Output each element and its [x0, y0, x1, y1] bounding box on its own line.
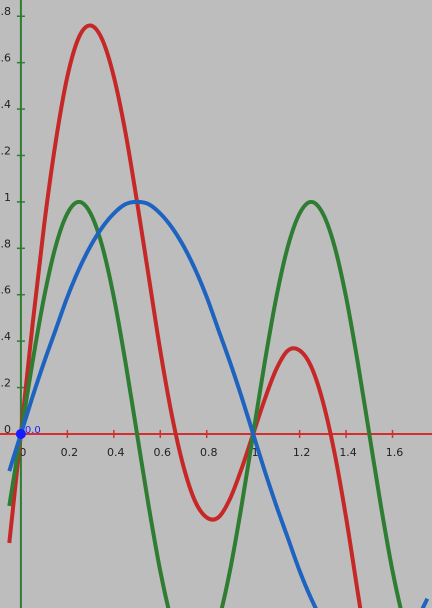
- point: [15, 428, 26, 439]
- x-tick-label: 1.4: [339, 446, 357, 459]
- y-tick-label: .8: [1, 5, 12, 18]
- curve: [7, 199, 430, 608]
- x-tick-label: 1.6: [386, 446, 404, 459]
- x-tick-label: 0.2: [61, 446, 79, 459]
- curve: [7, 23, 363, 608]
- x-tick-label: 1.2: [293, 446, 311, 459]
- y-tick-label: .4: [1, 330, 12, 343]
- y-tick-label: .6: [1, 52, 12, 65]
- x-tick-label: 0: [19, 446, 26, 459]
- x-tick-label: 0.6: [154, 446, 172, 459]
- y-tick-label: .2: [1, 377, 12, 390]
- curve: [7, 199, 403, 608]
- y-tick-label: 1: [4, 191, 11, 204]
- point-label: 0.0: [25, 425, 41, 436]
- y-tick-label: 0: [4, 423, 11, 436]
- y-tick-label: .6: [1, 284, 12, 297]
- x-tick-label: 1: [252, 446, 259, 459]
- y-tick-label: .4: [1, 98, 12, 111]
- y-tick-label: .8: [1, 237, 12, 250]
- x-tick-label: 0.4: [107, 446, 125, 459]
- x-tick-label: 0.8: [200, 446, 218, 459]
- y-tick-label: .2: [1, 144, 12, 157]
